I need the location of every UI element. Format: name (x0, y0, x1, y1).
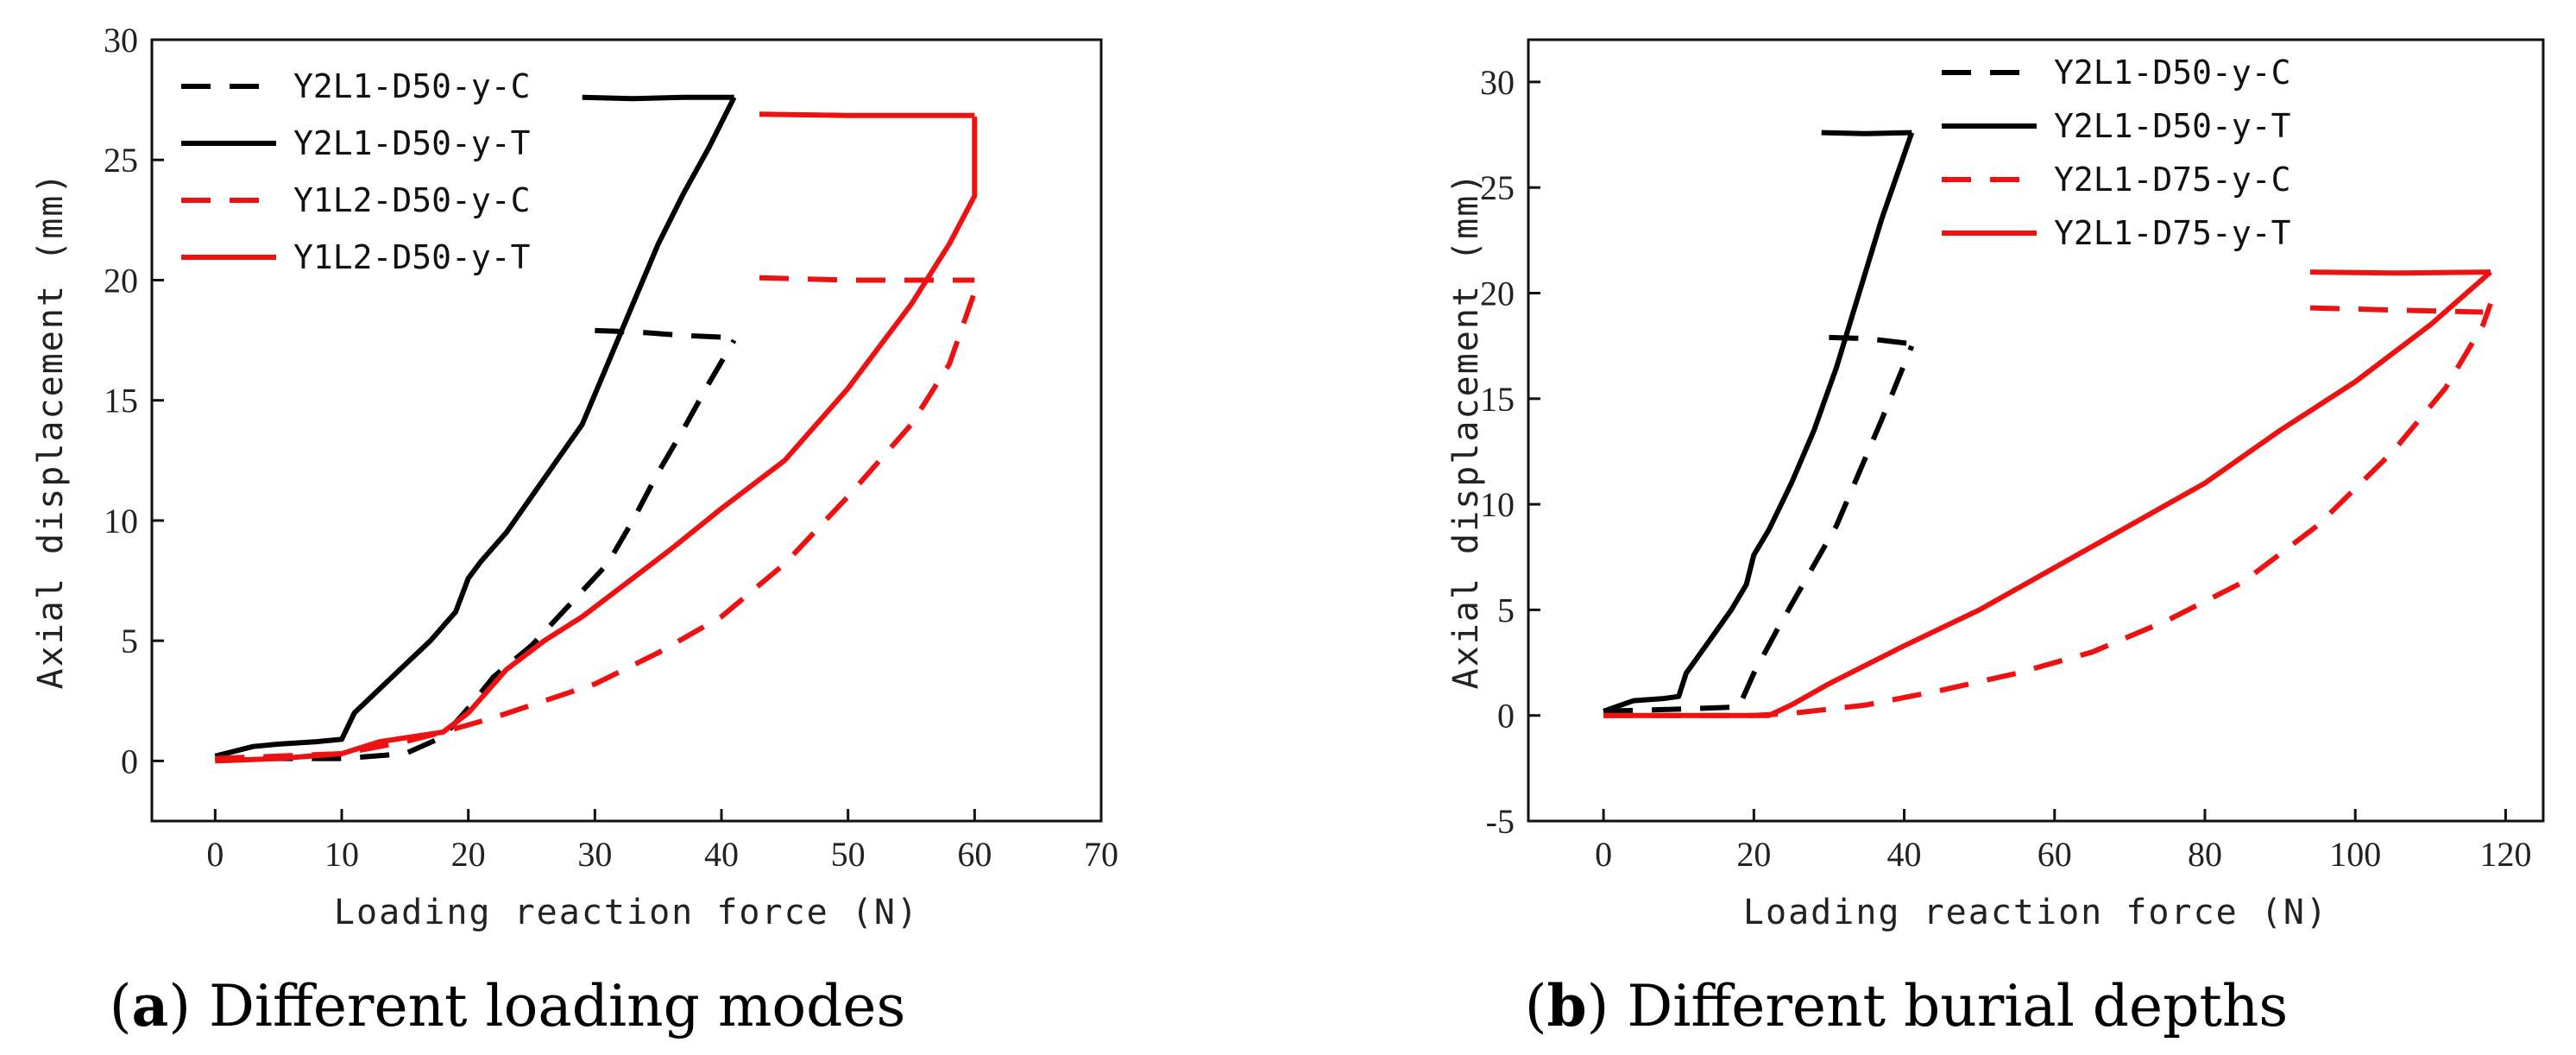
series-line-y2l1-d75-y-t (1603, 269, 2492, 718)
y-tick-label: 30 (104, 21, 138, 60)
y-tick-label: 10 (104, 502, 138, 540)
x-tick-label: 80 (2188, 835, 2222, 874)
y-tick-label: -5 (1486, 802, 1515, 841)
series-line-y1l2-d50-y-t (759, 111, 975, 118)
figure-caption: (a) Different loading modes (110, 972, 906, 1039)
x-tick-label: 30 (577, 835, 612, 874)
y-tick-label: 25 (1480, 168, 1515, 207)
series-line-y2l1-d50-y-c (595, 327, 734, 341)
x-axis-label: Loading reaction force (N) (1743, 893, 2328, 932)
x-tick-label: 20 (451, 835, 486, 874)
series-line-y2l1-d75-y-t (2309, 269, 2491, 276)
legend-label: Y2L1-D50-y-C (293, 67, 531, 105)
caption-paren: ) (1587, 973, 1628, 1039)
x-tick-label: 50 (831, 835, 866, 874)
x-tick-label: 20 (1736, 835, 1771, 874)
legend-label: Y1L2-D50-y-C (293, 181, 531, 219)
plot-frame (1527, 38, 2545, 823)
legend-label: Y2L1-D75-y-C (2054, 161, 2291, 199)
caption-text: Different loading modes (209, 973, 905, 1039)
y-tick-label: 10 (1480, 485, 1515, 524)
caption-text: Different burial depths (1627, 973, 2288, 1039)
legend-label: Y2L1-D50-y-T (293, 124, 531, 162)
caption-paren: ( (110, 973, 132, 1039)
series-line-y2l1-d75-y-c (2309, 305, 2484, 315)
y-tick-label: 5 (121, 622, 138, 660)
legend-label: Y2L1-D75-y-T (2054, 214, 2291, 252)
x-tick-label: 60 (957, 835, 992, 874)
x-tick-label: 100 (2329, 835, 2381, 874)
x-tick-label: 0 (1595, 835, 1612, 874)
legend-label: Y1L2-D50-y-T (293, 238, 531, 276)
legend-label: Y2L1-D50-y-C (2054, 54, 2291, 92)
series-line-y1l2-d50-y-c (759, 275, 975, 283)
x-tick-label: 10 (324, 835, 359, 874)
caption-paren: ( (1525, 973, 1547, 1039)
y-tick-label: 20 (104, 261, 138, 300)
caption-panel-label: a (131, 972, 168, 1039)
y-axis-label: Axial displacement (mm) (31, 172, 71, 690)
series-line-y1l2-d50-y-c (215, 291, 978, 761)
plot-frame (150, 38, 1103, 823)
chart-panel-a: 0 10 20 30 40 50 60 70 0 5 10 15 20 25 30 Loading react… (31, 21, 1118, 1039)
y-axis-label: Axial displacement (mm) (1446, 172, 1486, 690)
chart-panel-b: 0 20 40 60 80 100 120 -5 0 5 10 15 20 25 30 Loading rea… (1446, 38, 2545, 1039)
series-line-y2l1-d50-y-t (1603, 131, 1915, 714)
y-tick-label: 25 (104, 141, 138, 180)
x-tick-label: 0 (206, 835, 224, 874)
y-tick-label: 30 (1480, 63, 1515, 102)
x-tick-label: 40 (704, 835, 739, 874)
series-line-y2l1-d50-y-c (1603, 344, 1915, 714)
x-tick-label: 40 (1887, 835, 1922, 874)
y-tick-label: 5 (1497, 591, 1515, 629)
x-axis-label: Loading reaction force (N) (334, 893, 919, 932)
y-tick-label: 15 (1480, 380, 1515, 419)
y-tick-label: 0 (121, 742, 138, 780)
legend-label: Y2L1-D50-y-T (2054, 107, 2291, 145)
x-tick-label: 60 (2037, 835, 2072, 874)
series-line-y2l1-d75-y-c (1603, 302, 2493, 718)
series-line-y2l1-d50-y-c (1829, 334, 1912, 347)
x-tick-label: 70 (1084, 835, 1118, 874)
y-tick-label: 0 (1497, 697, 1515, 736)
x-tick-label: 120 (2479, 835, 2531, 874)
series-line-y2l1-d50-y-c (215, 338, 737, 761)
y-tick-label: 15 (104, 382, 138, 420)
series-line-y1l2-d50-y-t (215, 117, 978, 764)
figure-caption: (b) Different burial depths (1525, 972, 2289, 1039)
series-line-y2l1-d50-y-t (214, 96, 737, 759)
caption-panel-label: b (1546, 972, 1586, 1039)
y-tick-label: 20 (1480, 275, 1515, 313)
series-line-y2l1-d50-y-t (1821, 130, 1912, 136)
caption-paren: ) (168, 973, 209, 1039)
